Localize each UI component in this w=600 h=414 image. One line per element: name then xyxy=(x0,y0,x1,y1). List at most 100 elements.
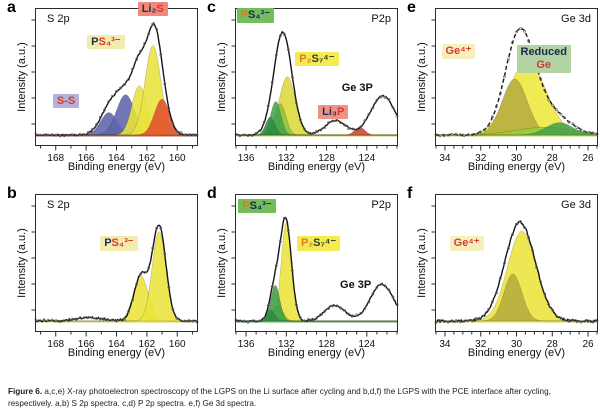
spectrum-title: S 2p xyxy=(47,199,70,211)
panel-letter-a: a xyxy=(7,0,16,16)
x-tick-label: 124 xyxy=(358,339,375,350)
spectrum-plot-e: 34 32 30 28 26 xyxy=(431,8,599,164)
panel-a: a Intensity (a.u.) 168 166 164 162 160 S 2p … xyxy=(2,0,200,186)
panel-d: d Intensity (a.u.) 136 132 128 124 P2p PS₄³… xyxy=(202,185,400,372)
peak-label-Ge 3P: Ge 3P xyxy=(336,278,375,293)
data-points xyxy=(434,220,599,325)
peak-label-part: S₄³⁻ xyxy=(247,9,271,21)
figure-caption: Figure 6. a,c,e) X-ray photoelectron spe… xyxy=(8,386,592,411)
peak-label-Ge 3P: Ge 3P xyxy=(338,81,377,96)
figure-caption-label: Figure 6. xyxy=(8,387,43,397)
peak-label-part: S-S xyxy=(56,94,76,107)
envelope-curve xyxy=(435,27,598,137)
peak-label-part: S₄³⁻ xyxy=(111,237,134,250)
panel-c: c Intensity (a.u.) 136 132 128 124 P2p PS₄³… xyxy=(202,0,400,186)
y-axis-label: Intensity (a.u.) xyxy=(416,228,428,298)
x-tick-label: 124 xyxy=(358,153,375,164)
spectrum-title: S 2p xyxy=(47,13,70,25)
y-axis-ticks xyxy=(431,19,436,125)
x-tick-label: 166 xyxy=(78,153,95,164)
y-axis-label: Intensity (a.u.) xyxy=(16,42,28,112)
peak-label-PS4-3: PS₄³⁻ xyxy=(238,198,276,214)
x-tick-label: 168 xyxy=(47,153,64,164)
plot-area-d: 136 132 128 124 P2p PS₄³⁻ P₂S₇⁴⁻ Ge 3P xyxy=(231,194,399,350)
panel-letter-e: e xyxy=(407,0,416,16)
peak-fill-1 xyxy=(436,78,597,136)
data-points xyxy=(34,226,199,324)
peak-label-part: Ge⁴⁺ xyxy=(445,44,472,57)
spectrum-plot-b: 168 166 164 162 160 xyxy=(31,194,199,350)
spectrum-title: Ge 3d xyxy=(561,199,591,211)
y-axis-ticks xyxy=(431,205,436,311)
x-tick-label: 30 xyxy=(511,153,523,164)
x-tick-label: 168 xyxy=(47,339,64,350)
axes-frame xyxy=(235,194,398,332)
x-tick-label: 166 xyxy=(78,339,95,350)
x-tick-label: 28 xyxy=(547,153,559,164)
x-tick-label: 32 xyxy=(475,153,487,164)
y-axis-ticks xyxy=(31,19,36,125)
plot-area-c: 136 132 128 124 P2p PS₄³⁻ P₂S₇⁴⁻ Ge 3P Li₃P xyxy=(231,8,399,164)
peak-label-part: S₄³⁻ xyxy=(249,199,272,212)
spectrum-plot-c: 136 132 128 124 xyxy=(231,8,399,164)
spectrum-title: P2p xyxy=(371,13,391,25)
spectrum-plot-f: 34 32 30 28 26 xyxy=(431,194,599,350)
peak-label-part: P xyxy=(104,237,112,250)
x-tick-label: 160 xyxy=(169,153,186,164)
panel-f: f Intensity (a.u.) 34 32 30 28 26 Ge 3d Ge⁴⁺… xyxy=(402,185,600,372)
panel-b: b Intensity (a.u.) 168 166 164 162 160 S 2p … xyxy=(2,185,200,372)
x-tick-label: 132 xyxy=(278,153,295,164)
peak-label-part: Reduced xyxy=(520,46,567,59)
panel-letter-b: b xyxy=(7,185,17,202)
peak-label-Reduced Ge: Reduced Ge xyxy=(516,45,571,73)
y-axis-label: Intensity (a.u.) xyxy=(216,42,228,112)
peak-label-PS4-3: PS₄³⁻ xyxy=(236,8,275,23)
panel-e: e Intensity (a.u.) 34 32 30 28 26 Ge 3d Ge⁴⁺… xyxy=(402,0,600,186)
x-axis-label: Binding energy (eV) xyxy=(67,347,166,359)
peak-label-part: P xyxy=(242,199,250,212)
peak-label-PS4-3: PS₄³⁻ xyxy=(100,236,138,251)
y-axis-label: Intensity (a.u.) xyxy=(216,228,228,298)
peak-label-part: S₄³⁻ xyxy=(98,35,121,48)
axes-frame xyxy=(235,8,398,146)
peak-label-part: P xyxy=(240,9,248,21)
peak-label-Ge4+: Ge⁴⁺ xyxy=(441,43,476,59)
peak-label-part: Li₃ xyxy=(322,105,337,118)
x-axis-ticks xyxy=(235,331,398,337)
peak-label-part: Li₂ xyxy=(141,2,157,15)
plot-area-e: 34 32 30 28 26 Ge 3d Ge⁴⁺ Reduced Ge xyxy=(431,8,599,164)
x-axis-ticks xyxy=(435,331,598,337)
plot-area-a: 168 166 164 162 160 S 2p Li₂S PS₄³⁻ S-S xyxy=(31,1,199,164)
data-points xyxy=(234,32,399,138)
peak-label-part: P xyxy=(91,35,99,48)
x-tick-label: 32 xyxy=(475,339,487,350)
peak-label-PS4-3: PS₄³⁻ xyxy=(87,34,125,50)
peak-label-part: S xyxy=(156,2,164,15)
peak-label-Li3P: Li₃P xyxy=(318,104,349,120)
spectrum-title: P2p xyxy=(371,199,391,211)
envelope-curve xyxy=(235,30,398,137)
peak-label-part: P₂ xyxy=(299,52,312,65)
peak-label-part: S₇⁴⁻ xyxy=(313,237,337,250)
y-axis-ticks xyxy=(31,205,36,311)
x-tick-label: 162 xyxy=(139,339,156,350)
spectrum-plot-a: 168 166 164 162 160 xyxy=(31,8,199,164)
peak-fill-1 xyxy=(436,273,597,322)
panel-letter-d: d xyxy=(207,185,217,202)
peak-label-part: Ge 3P xyxy=(341,82,373,95)
panel-letter-f: f xyxy=(407,185,413,202)
x-axis-label: Binding energy (eV) xyxy=(267,161,366,173)
x-axis-ticks xyxy=(235,145,398,151)
plot-area-b: 168 166 164 162 160 S 2p PS₄³⁻ xyxy=(31,194,199,350)
peak-label-S-S: S-S xyxy=(52,93,80,109)
x-axis-label: Binding energy (eV) xyxy=(67,161,166,173)
y-axis-ticks xyxy=(231,205,236,311)
x-axis-label: Binding energy (eV) xyxy=(267,347,366,359)
x-axis-ticks xyxy=(40,331,193,337)
x-tick-label: 128 xyxy=(318,339,335,350)
envelope-curve xyxy=(435,220,598,324)
x-tick-label: 136 xyxy=(238,153,255,164)
y-axis-label: Intensity (a.u.) xyxy=(16,228,28,298)
y-axis-label: Intensity (a.u.) xyxy=(416,42,428,112)
peak-label-part: S₇⁴⁻ xyxy=(311,52,335,65)
